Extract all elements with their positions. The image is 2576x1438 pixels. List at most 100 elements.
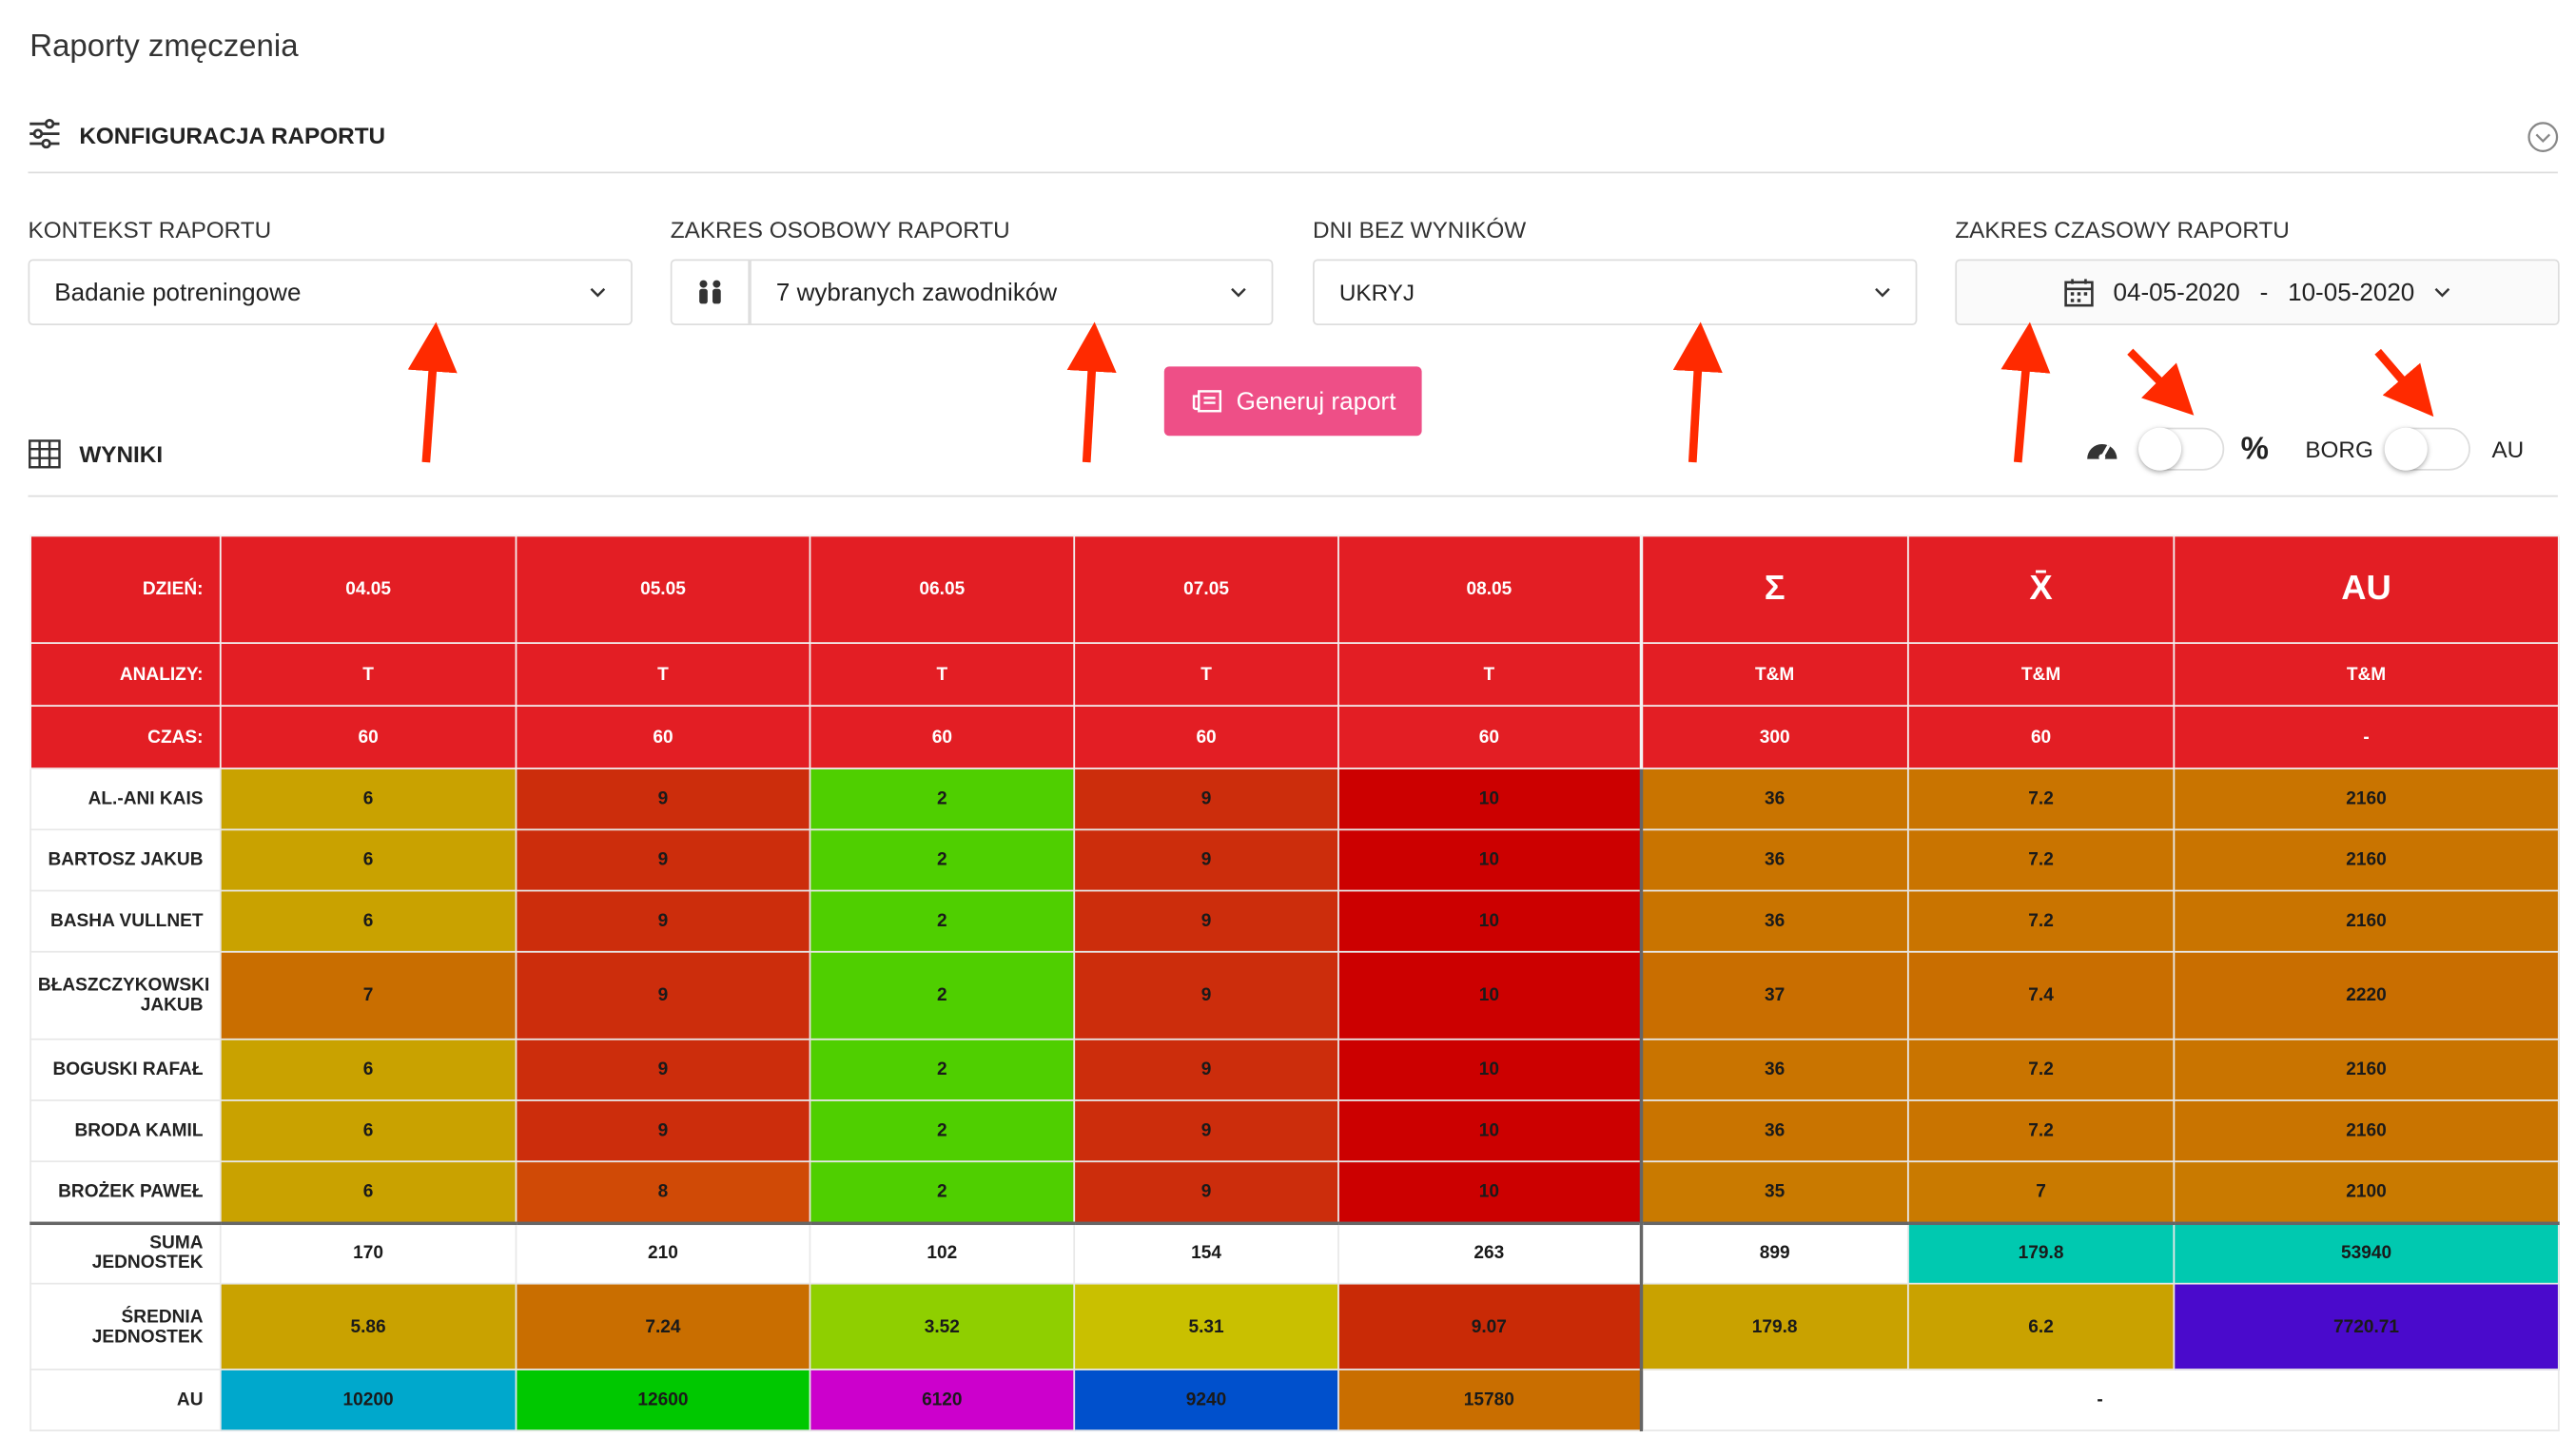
data-cell: 179.8 [1638, 1282, 1909, 1370]
data-cell: 7.2 [1906, 889, 2176, 953]
data-cell: 10 [1337, 828, 1642, 892]
filter-label: KONTEKST RAPORTU [28, 216, 272, 243]
data-cell: 10 [1337, 1038, 1642, 1101]
data-cell: 9 [515, 950, 811, 1040]
row-label: SUMA JEDNOSTEK [29, 1220, 222, 1285]
data-cell: 7720.71 [2173, 1282, 2560, 1370]
date-from: 04-05-2020 [2113, 278, 2240, 307]
data-cell: 102 [809, 1220, 1076, 1285]
borg-label: BORG [2305, 436, 2373, 463]
date-range[interactable]: 04-05-2020 - 10-05-2020 [1955, 259, 2560, 325]
header-cell: 06.05 [809, 534, 1076, 645]
data-cell: 2 [809, 1160, 1076, 1224]
data-cell: 179.8 [1906, 1220, 2176, 1285]
header-cell: T [809, 642, 1076, 707]
row-label: AU [29, 1369, 222, 1432]
data-cell: 15780 [1337, 1369, 1642, 1432]
data-cell: 6 [219, 768, 517, 831]
data-cell: 9 [1073, 889, 1339, 953]
data-cell: 10 [1337, 768, 1642, 831]
au-label: AU [2491, 436, 2525, 463]
filter-label: DNI BEZ WYNIKÓW [1313, 216, 1527, 243]
player-row: BASHA VULLNET 6 9 2 9 10 36 7.2 2160 [29, 889, 2560, 953]
data-cell: 2160 [2173, 1038, 2560, 1101]
header-cell: X̄ [1906, 534, 2176, 645]
collapse-toggle[interactable] [2527, 121, 2560, 154]
data-cell: 7 [219, 950, 517, 1040]
config-icon [29, 118, 60, 149]
data-cell: 9240 [1073, 1369, 1339, 1432]
header-cell: T [1073, 642, 1339, 707]
data-cell: 6 [219, 828, 517, 892]
percent-toggle[interactable] [2137, 427, 2225, 471]
data-cell: 3.52 [809, 1282, 1076, 1370]
data-cell: 263 [1337, 1220, 1642, 1285]
button-icon [1192, 390, 1221, 413]
header-cell: T [1337, 642, 1642, 707]
header-row: DZIEŃ: 04.05 05.05 06.05 07.05 08.05 Σ X̄ AU [29, 534, 2560, 645]
player-row: AL.-ANI KAIS 6 9 2 9 10 36 7.2 2160 [29, 768, 2560, 831]
header-row: CZAS: 60 60 60 60 60 300 60- [29, 705, 2560, 769]
data-cell: 12600 [515, 1369, 811, 1432]
data-cell: 10 [1337, 950, 1642, 1040]
data-cell: 2160 [2173, 828, 2560, 892]
date-separator: - [2259, 278, 2269, 307]
data-cell: 7.2 [1906, 1099, 2176, 1163]
data-cell: - [1638, 1369, 2560, 1432]
data-cell: 9 [1073, 1038, 1339, 1101]
data-cell: 36 [1638, 889, 1909, 953]
row-label: DZIEŃ: [29, 534, 222, 645]
player-row: BARTOSZ JAKUB 6 9 2 9 10 36 7.2 2160 [29, 828, 2560, 892]
header-cell: 04.05 [219, 534, 517, 645]
empty-days-select[interactable]: UKRYJ [1313, 259, 1918, 325]
row-label: AL.-ANI KAIS [29, 768, 222, 831]
data-cell: 2 [809, 889, 1076, 953]
players-select[interactable]: 7 wybranych zawodników [750, 259, 1274, 325]
unit-toggle[interactable] [2384, 427, 2470, 471]
header-cell: - [2173, 705, 2560, 769]
data-cell: 7.2 [1906, 1038, 2176, 1101]
data-cell: 2160 [2173, 1099, 2560, 1163]
row-label: BROŻEK PAWEŁ [29, 1160, 222, 1224]
data-cell: 5.31 [1073, 1282, 1339, 1370]
data-cell: 9 [1073, 828, 1339, 892]
data-cell: 210 [515, 1220, 811, 1285]
data-cell: 6 [219, 889, 517, 953]
divider [28, 171, 2558, 174]
data-cell: 36 [1638, 1099, 1909, 1163]
generate-button[interactable]: Generuj raport [1163, 366, 1422, 437]
data-cell: 53940 [2173, 1220, 2560, 1285]
header-cell: 60 [219, 705, 517, 769]
results-table: DZIEŃ: 04.05 05.05 06.05 07.05 08.05 Σ X̄ AU ANAL… [29, 534, 2560, 1432]
data-cell: 10 [1337, 889, 1642, 953]
data-cell: 9 [515, 1099, 811, 1163]
player-row: BRODA KAMIL 6 9 2 9 10 36 7.2 2160 [29, 1099, 2560, 1163]
row-label: BRODA KAMIL [29, 1099, 222, 1163]
calendar-icon [2063, 279, 2094, 307]
data-cell: 2 [809, 1099, 1076, 1163]
player-row: BOGUSKI RAFAŁ 6 9 2 9 10 36 7.2 2160 [29, 1038, 2560, 1101]
page-title: Raporty zmęczenia [29, 29, 299, 65]
data-cell: 10200 [219, 1369, 517, 1432]
row-label: CZAS: [29, 705, 222, 769]
data-cell: 2 [809, 950, 1076, 1040]
data-cell: 6120 [809, 1369, 1076, 1432]
data-cell: 2160 [2173, 768, 2560, 831]
chevron [1875, 287, 1890, 298]
summary-row: SUMA JEDNOSTEK 170 210 102 154 263 899 179.8 539… [29, 1220, 2560, 1285]
data-cell: 9 [515, 768, 811, 831]
data-cell: 2160 [2173, 889, 2560, 953]
data-cell: 9 [1073, 950, 1339, 1040]
data-cell: 9.07 [1337, 1282, 1642, 1370]
context-select[interactable]: Badanie potreningowe [28, 259, 633, 325]
chevron [2435, 287, 2450, 298]
table-icon [29, 439, 61, 469]
chevron [1231, 287, 1246, 298]
filter-label: ZAKRES OSOBOWY RAPORTU [670, 216, 1010, 243]
data-cell: 9 [1073, 768, 1339, 831]
header-cell: T [515, 642, 811, 707]
data-cell: 2 [809, 1038, 1076, 1101]
select-value: UKRYJ [1338, 279, 1415, 306]
